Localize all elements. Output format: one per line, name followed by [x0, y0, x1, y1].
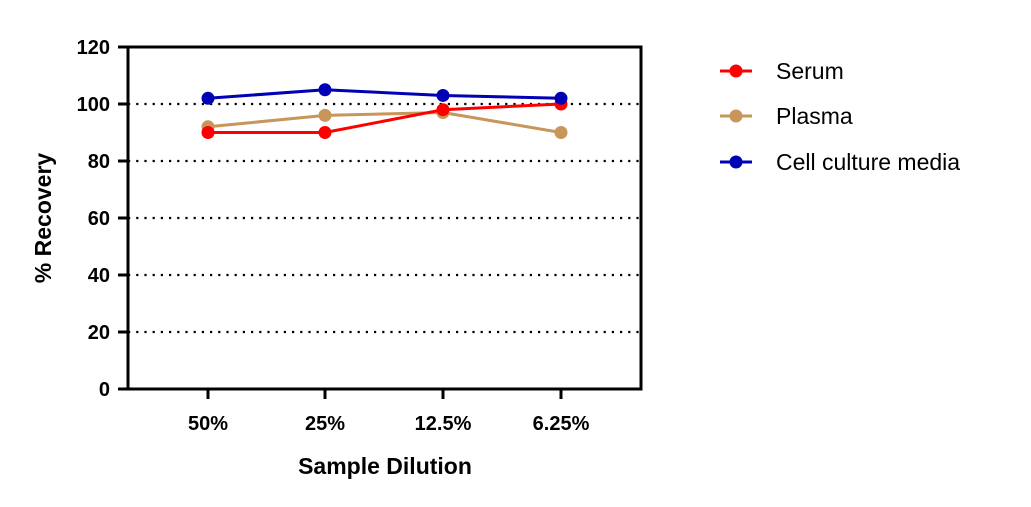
data-point: [436, 88, 450, 102]
y-tick-label: 100: [77, 94, 110, 116]
x-tick-label: 6.25%: [533, 413, 590, 435]
y-tick-label: 80: [88, 151, 110, 173]
data-point: [201, 126, 215, 139]
x-tick-label: 12.5%: [415, 413, 472, 435]
legend-label: Cell culture media: [776, 149, 960, 175]
x-axis-title: Sample Dilution: [298, 453, 472, 479]
legend-label: Serum: [776, 58, 844, 84]
y-tick-label: 60: [88, 208, 110, 230]
series-lines: [201, 83, 568, 139]
legend-item: Serum: [720, 58, 844, 84]
y-ticks: 0 20 40 60 80 100 120: [77, 37, 128, 401]
x-tick-label: 25%: [305, 413, 345, 435]
y-tick-label: 40: [88, 265, 110, 287]
legend-item: Plasma: [720, 103, 853, 129]
legend-swatch-marker: [729, 64, 743, 78]
series-line: [207, 111, 562, 134]
x-tick-label: 50%: [188, 413, 228, 435]
data-point: [318, 108, 332, 122]
data-point: [318, 126, 332, 139]
series-line: [207, 88, 562, 100]
series-line: [208, 102, 562, 134]
legend-item: Cell culture media: [720, 149, 960, 175]
series-serum: [201, 97, 568, 139]
legend-swatch-marker: [729, 155, 743, 169]
data-point: [201, 91, 215, 105]
data-point: [554, 91, 568, 105]
series-cell-culture-media: [201, 83, 568, 105]
x-ticks: 50% 25% 12.5% 6.25%: [188, 389, 590, 435]
legend-swatch-marker: [729, 109, 743, 123]
y-tick-label: 0: [99, 379, 110, 401]
y-axis-title: % Recovery: [30, 153, 56, 284]
y-tick-label: 120: [77, 37, 110, 59]
data-point: [554, 126, 568, 139]
legend-label: Plasma: [776, 103, 853, 129]
data-point: [436, 103, 450, 117]
data-point: [318, 83, 332, 97]
legend: Serum Plasma Cell culture media: [720, 58, 960, 175]
y-tick-label: 20: [88, 322, 110, 344]
